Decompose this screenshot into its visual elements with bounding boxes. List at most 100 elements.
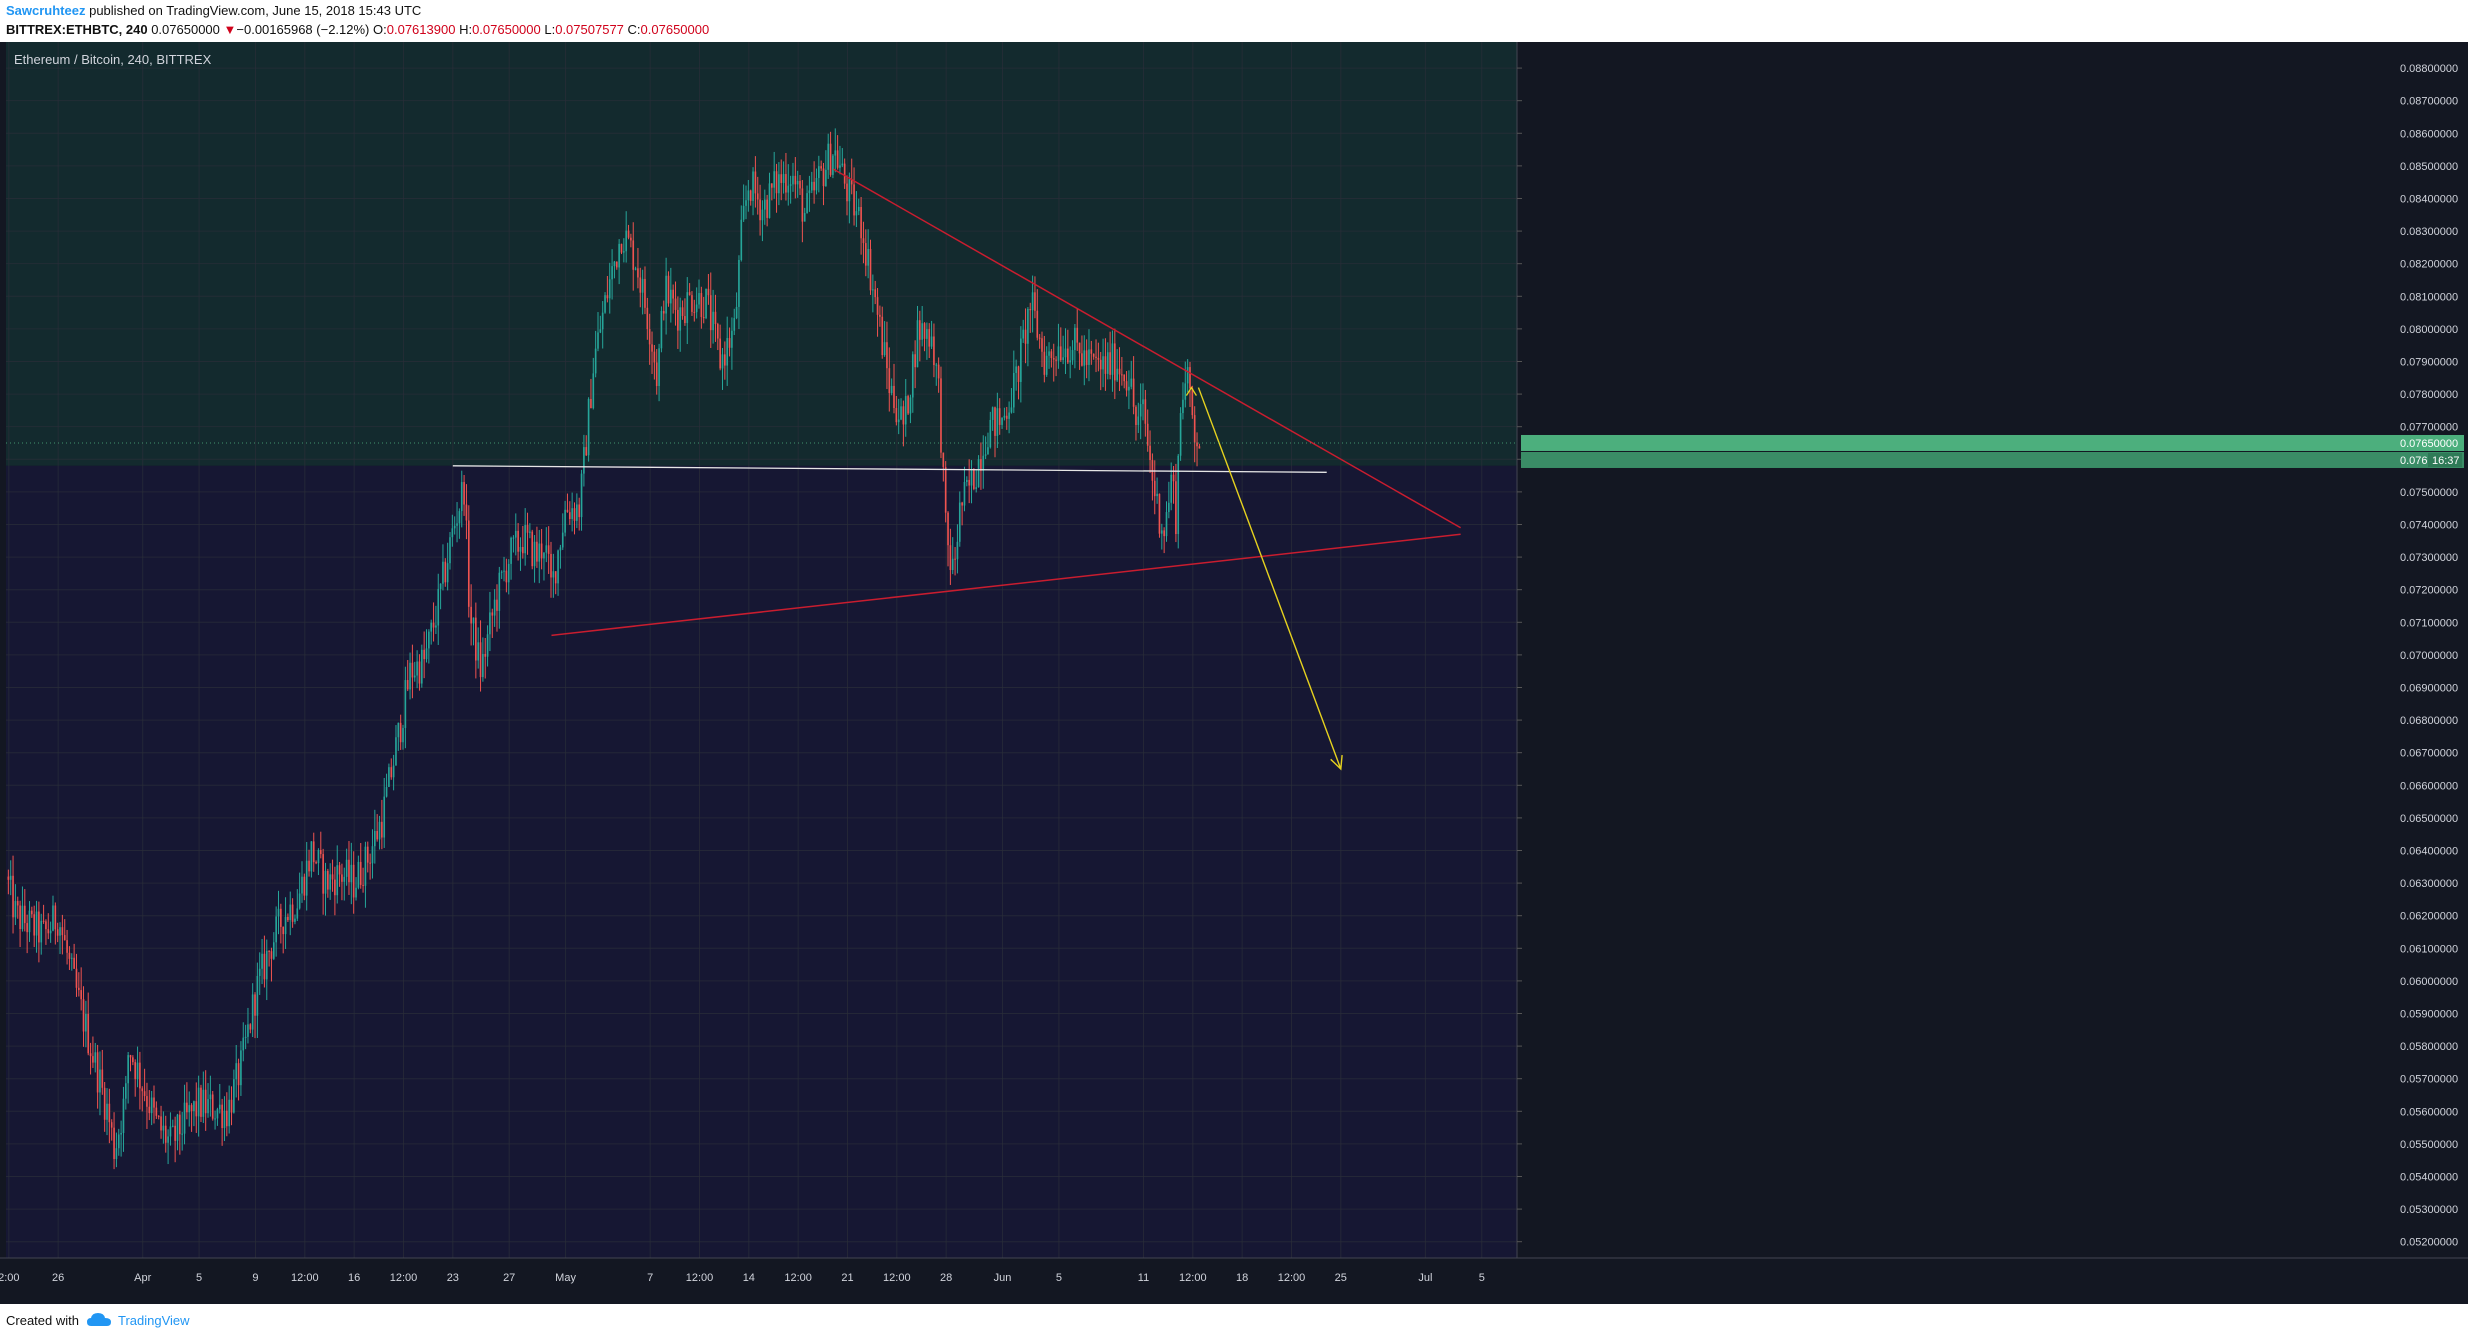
price-tick-1: 0.05300000	[2400, 1204, 2458, 1216]
time-tick-0: 2:00	[0, 1272, 20, 1284]
price-tick-27: 0.07900000	[2400, 356, 2458, 368]
candle-88	[214, 1110, 216, 1130]
candle-body-97	[235, 1063, 238, 1080]
candle-body-274	[651, 344, 653, 352]
price-tick-33: 0.08500000	[2400, 161, 2458, 173]
candle-182	[435, 605, 437, 635]
candle-body-278	[660, 311, 663, 349]
candle-body-5	[19, 905, 21, 930]
candle-body-495	[1170, 474, 1173, 503]
candle-224	[533, 535, 536, 583]
candle-91	[221, 1098, 223, 1146]
candle-body-348	[825, 169, 827, 187]
time-tick-23: 12:00	[1278, 1272, 1306, 1284]
candle-275	[653, 345, 656, 380]
time-tick-20: 11	[1138, 1272, 1149, 1284]
candle-462	[1092, 353, 1095, 360]
price-tick-19: 0.07100000	[2400, 617, 2458, 629]
candle-461	[1090, 340, 1093, 365]
candle-body-90	[218, 1104, 221, 1110]
candle-body-315	[747, 190, 750, 201]
candle-229	[545, 527, 548, 563]
candle-46	[115, 1132, 118, 1168]
candle-433	[1024, 308, 1027, 364]
candle-395	[935, 362, 938, 386]
candle-body-159	[381, 821, 383, 838]
candle-body-391	[926, 329, 928, 339]
candle-215	[512, 535, 515, 553]
candle-body-354	[839, 165, 841, 168]
candle-15	[42, 904, 45, 924]
candle-375	[888, 347, 891, 412]
candle-32	[82, 986, 85, 1047]
projection-arrow	[1197, 387, 1342, 770]
candle-body-277	[658, 348, 660, 387]
footer: Created with TradingView	[0, 1304, 2468, 1338]
time-axis[interactable]	[0, 1258, 2468, 1304]
candle-body-172	[411, 662, 414, 678]
candle-95	[230, 1086, 233, 1126]
candle-202	[482, 637, 484, 682]
candle-body-154	[369, 862, 371, 864]
candle-body-8	[26, 923, 28, 933]
candle-body-359	[850, 179, 853, 185]
price-axis[interactable]	[1517, 42, 2468, 1258]
candle-420	[994, 406, 996, 458]
candle-body-249	[592, 373, 595, 409]
candle-19	[52, 895, 54, 932]
candle-190	[453, 516, 456, 535]
candle-36	[92, 1036, 94, 1068]
candle-11	[33, 905, 36, 948]
candle-body-168	[402, 727, 404, 743]
candle-body-114	[275, 916, 277, 943]
candle-346	[820, 160, 822, 171]
candle-245	[583, 434, 585, 487]
candle-307	[728, 327, 731, 357]
author-link[interactable]: Sawcruhteez	[6, 3, 86, 18]
candle-302	[716, 322, 719, 351]
candle-body-335	[794, 175, 797, 185]
price-tick-23: 0.07500000	[2400, 487, 2458, 499]
candle-143	[343, 867, 346, 901]
candle-body-338	[801, 188, 804, 222]
candle-body-99	[240, 1050, 242, 1086]
candle-171	[409, 652, 411, 700]
candle-body-50	[124, 1083, 127, 1099]
candle-body-196	[467, 520, 470, 607]
candle-body-81	[197, 1087, 200, 1117]
candle-body-110	[265, 950, 268, 980]
candle-body-322	[763, 199, 766, 210]
price-tick-22: 0.07400000	[2400, 519, 2458, 531]
candle-body-384	[909, 397, 912, 414]
candle-336	[796, 170, 799, 198]
candle-286	[679, 297, 682, 352]
candle-body-20	[54, 905, 57, 930]
candle-body-419	[991, 407, 994, 420]
candle-55	[136, 1046, 139, 1088]
candle-426	[1008, 401, 1010, 434]
candle-306	[726, 316, 729, 386]
candle-459	[1085, 339, 1088, 379]
candle-104	[251, 983, 254, 1038]
candle-body-145	[348, 859, 350, 883]
candle-393	[930, 320, 933, 350]
price-chart[interactable]: 0.05200000 0.05300000 0.05400000 0.05500000…	[0, 42, 2468, 1304]
candle-339	[803, 207, 806, 222]
candle-body-381	[902, 406, 905, 425]
candle-body-180	[430, 622, 433, 632]
candle-body-478	[1130, 378, 1133, 387]
candle-162	[388, 763, 390, 788]
candle-body-345	[817, 166, 820, 178]
candle-body-13	[38, 911, 40, 943]
candle-489	[1156, 477, 1158, 504]
candle-340	[806, 185, 808, 214]
low-label: L:	[544, 22, 556, 37]
published-text: published on TradingView.com, June 15, 2…	[85, 3, 422, 18]
candle-body-429	[1015, 366, 1017, 373]
tradingview-link[interactable]: TradingView	[118, 1313, 190, 1328]
candle-body-80	[195, 1101, 198, 1117]
candle-213	[507, 559, 510, 595]
candle-body-36	[92, 1056, 94, 1063]
candle-body-11	[33, 914, 36, 936]
candle-75	[183, 1084, 186, 1145]
